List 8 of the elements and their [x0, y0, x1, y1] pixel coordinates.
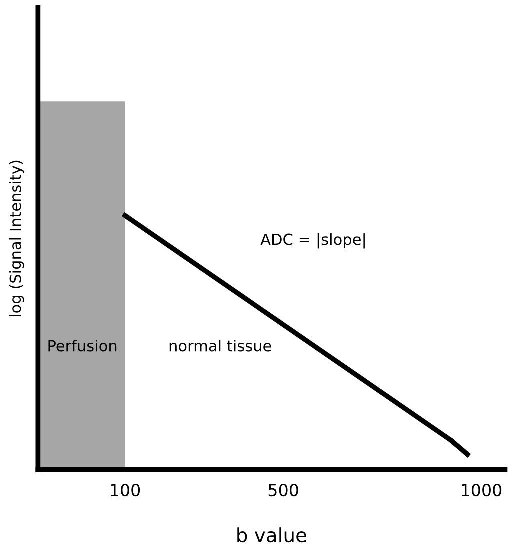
x-tick-label: 100 [111, 484, 140, 497]
x-tick-label: 1000 [462, 484, 502, 497]
x-tick-label: 500 [268, 484, 298, 497]
annotation: normal tissue [170, 340, 272, 352]
annotation: Perfusion [48, 340, 117, 352]
annotation: ADC = |slope| [260, 233, 365, 249]
x-axis-title: b value [238, 528, 306, 543]
y-axis-title: log (Signal Intensity) [10, 160, 24, 317]
